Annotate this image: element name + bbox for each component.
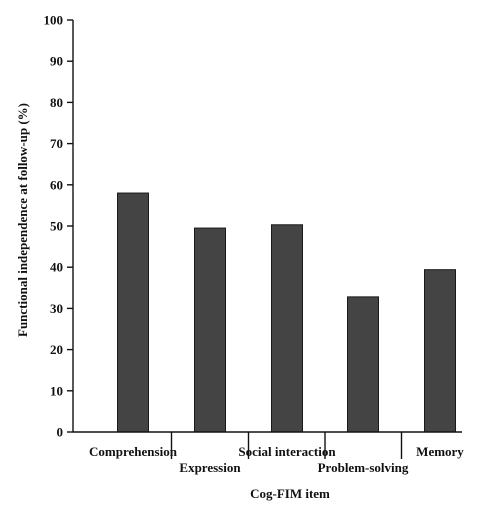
x-category-label: Comprehension	[89, 444, 178, 459]
bar-social-interaction	[271, 224, 303, 433]
y-axis-title: Functional independence at follow-up (%)	[15, 103, 30, 337]
bar-memory	[424, 269, 456, 433]
x-category-label: Problem-solving	[318, 460, 409, 475]
y-tick-label: 50	[50, 219, 63, 234]
y-tick-label: 0	[57, 425, 64, 440]
y-tick-label: 90	[50, 54, 63, 69]
x-category-label: Social interaction	[238, 444, 336, 459]
y-tick-label: 30	[50, 301, 63, 316]
y-tick-label: 10	[50, 383, 63, 398]
x-category-label: Expression	[179, 460, 241, 475]
bars	[117, 192, 456, 433]
y-axis-ticks: 0 10 20 30 40 50 60 70 80 90 100	[44, 13, 73, 440]
bar-comprehension	[117, 192, 149, 433]
y-tick-label: 40	[50, 260, 63, 275]
y-tick-label: 20	[50, 342, 63, 357]
x-category-label: Memory	[416, 444, 464, 459]
y-tick-label: 60	[50, 177, 63, 192]
y-tick-label: 70	[50, 136, 63, 151]
bar-problem-solving	[347, 296, 379, 433]
y-tick-label: 80	[50, 95, 63, 110]
x-axis-title: Cog-FIM item	[250, 486, 330, 501]
bar-expression	[194, 227, 226, 433]
y-tick-label: 100	[44, 13, 64, 28]
